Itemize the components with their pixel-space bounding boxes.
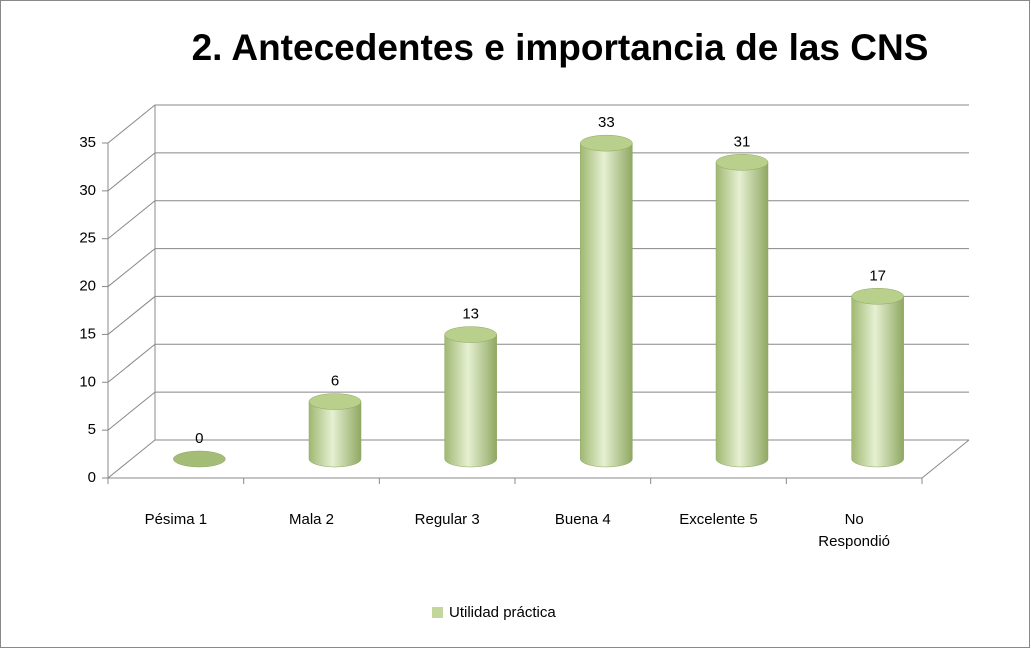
bar-top [173, 450, 226, 468]
chart-title: 2. Antecedentes e importancia de las CNS [192, 27, 929, 68]
bar-top [308, 393, 362, 410]
x-tick-label: No Respondió [818, 511, 890, 550]
x-tick-label: Excelente 5 [679, 511, 757, 528]
bar-top [715, 154, 769, 171]
y-tick-label: 0 [88, 469, 96, 486]
bar [715, 162, 769, 468]
value-label: 31 [734, 133, 751, 150]
y-tick-label: 25 [79, 230, 96, 247]
bar-top [444, 326, 497, 343]
value-label: 6 [331, 373, 339, 390]
value-label: 17 [869, 267, 886, 284]
y-tick-label: 15 [79, 325, 96, 342]
legend-label: Utilidad práctica [449, 604, 556, 621]
x-tick-label: Buena 4 [555, 511, 611, 528]
y-tick-label: 5 [88, 421, 96, 438]
value-label: 0 [195, 430, 203, 447]
legend-swatch [432, 607, 443, 618]
bar [851, 296, 904, 468]
x-tick-label: Regular 3 [415, 511, 480, 528]
y-tick-label: 10 [79, 373, 96, 390]
value-label: 13 [462, 306, 479, 323]
x-tick-label: Mala 2 [289, 511, 334, 528]
bar [580, 142, 633, 468]
bar-top [580, 134, 633, 152]
bar [444, 334, 497, 468]
value-label: 33 [598, 114, 615, 131]
bar-top [851, 288, 904, 305]
y-tick-label: 20 [79, 278, 96, 295]
y-tick-label: 35 [79, 134, 96, 151]
y-tick-label: 30 [79, 182, 96, 199]
x-tick-label: Pésima 1 [145, 511, 208, 528]
bar [308, 401, 362, 468]
